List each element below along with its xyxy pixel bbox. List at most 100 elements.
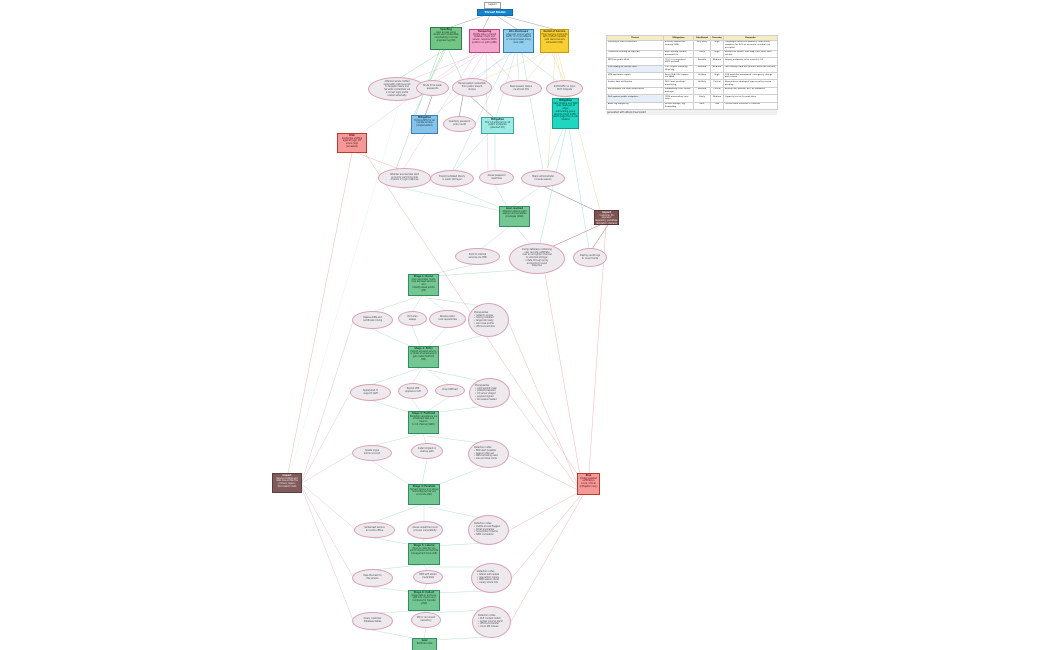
node-lateral-rdp: RDP with stolen credentials [413,570,443,584]
node-legend: Legend [484,2,501,9]
cell-threat: Audit log tampering [606,101,664,111]
cell-remarks: Campaigns observed quarterly; MFA rollou… [723,39,778,51]
node-entry-vpncve: Exploit VPN appliance CVE [398,383,428,399]
node-text: Kerberoast service accounts offline [364,526,385,532]
node-text: Gain access using stolen user credential… [433,30,459,42]
cell-likelihood: Unlikely [693,79,711,88]
node-text: RDP with stolen credentials [419,573,437,579]
node-text: Exploit VPN appliance CVE [405,387,421,393]
node-text: Drop USB bait [442,388,458,392]
node-text: Prerequisites • valid exploit chain • pr… [475,383,497,401]
node-text: Credential stuffing against login API sc… [341,136,363,148]
node-title: Mitigation [417,115,432,119]
node-text: Sniff traffic on open Wi-Fi hotspots [553,84,576,91]
node-text: Exploit exposed service or phish an empl… [410,349,437,361]
node-text: Attacker sends crafted email with malici… [383,79,411,97]
cell-remarks: Central SIEM retention 13 months [723,101,778,111]
node-text: Reuse leaked credentials from public bre… [458,82,486,91]
node-recon-portscan: Port scan sweep [398,311,427,326]
cell-mitigation: Sandboxing; EDR; offline backups [663,86,694,96]
cell-remarks: Capacity test at 3x peak done [723,94,778,103]
node-title: Threat Model [484,10,506,15]
node-entry-prereqs: Prerequisites • valid exploit chain • pr… [469,378,510,408]
risk-table: Threat Mitigation Likelihood Severity Re… [606,35,778,111]
node-title: Stage 3: Foothold [412,411,435,415]
node-text: Establish persistence via scheduled task… [409,414,438,426]
cell-likelihood: Possible [693,86,711,96]
cell-threat: Ransomware via email attachment [606,86,664,96]
node-risk-stuffing: Risk Credential stuffing against login A… [337,133,367,153]
cell-severity: Low [710,101,724,111]
node-text: Pass-the-hash to file servers [363,574,382,580]
node-text: Intercept unencrypted traffic on local n… [505,32,532,44]
table-row: Phishing of staff credentials Security a… [606,39,778,51]
node-goal-exfiltrate: Goal Exfiltrate data [412,638,437,650]
node-step-dump: Dump database containing user records; e… [509,243,565,274]
node-stage-entry: Stage 2: Entry Exploit exposed service o… [408,346,439,368]
node-text: Service outage and data loss across the … [276,476,298,488]
node-text: Detection notes • DLP content match • eg… [478,614,503,629]
node-category-spoofing: Spoofing Gain access using stolen user c… [430,27,462,50]
node-mitigation-waf: Mitigation Rate limiting and WAF rules d… [552,98,579,129]
node-mitigation-mfa: Mitigation Enforce MFA for all remote ac… [411,115,438,134]
long-green-edge [289,100,401,474]
node-attack-hijack: Hijack administrator console session [521,170,565,187]
node-text: Attacker obtains valid session and escal… [502,209,527,219]
cell-mitigation: CDN; autoscaling; rate limits [663,94,694,103]
node-text: Modify data in transit between client an… [472,32,497,44]
cell-mitigation: CSP; output encoding; HttpOnly [663,64,694,74]
node-title: Impact [602,210,611,214]
node-text: Port scan sweep [407,314,418,321]
node-text: Brute force weak passwords [423,84,442,90]
cell-severity: Medium [710,64,724,74]
node-title: Risk [585,473,592,477]
node-escalate-privesc: Abuse unpatched local priv-esc vulnerabi… [407,521,443,539]
node-attack-bruteforce: Brute force weak passwords [416,80,449,96]
node-title: Impact [282,473,292,477]
node-recon-dns: Passive DNS and certificate mining [352,311,393,329]
table-row: XSS leading to session theft CSP; output… [606,64,778,74]
brown-fan-edges [301,320,356,621]
node-text: Customer PII exposed; regulatory penalti… [595,213,618,225]
node-text: Move to data tier via admin shares and r… [409,546,439,556]
node-text: Dump database containing user records; e… [522,247,552,268]
node-text: Passive DNS and certificate mining [362,316,383,322]
cell-mitigation: Patch SLA 72h; expose via SASE [663,72,694,81]
cell-threat: Insider data exfiltration [606,79,664,88]
cell-mitigation: DLP; least privilege; monitoring [663,79,694,88]
risk-table-panel: Threat Mitigation Likelihood Severity Re… [606,35,778,116]
node-attack-reset: Abuse password reset flow [479,170,514,185]
cell-severity: Medium [710,94,724,103]
node-title: Goal reached [505,206,524,210]
node-stage-recon: Stage 1: Recon Scan perimeter hosts, map… [408,274,439,296]
node-stage-lateral: Stage 5: Lateral Move to data tier via a… [408,543,440,565]
node-attack-library: Exploit outdated library in public API l… [430,170,474,187]
table-row: Credential stuffing on login API Rate li… [606,49,778,59]
chain-edges [369,184,541,641]
node-entry-usb: Drop USB bait [435,384,465,397]
cell-threat: VPN appliance exploit [606,72,664,81]
node-impact-pii: Impact Customer PII exposed; regulatory … [594,210,619,225]
node-text: Detection notes • LSASS access flagged •… [474,522,500,537]
table-row: DoS against public endpoints CDN; autosc… [606,94,778,103]
darkred-edges [548,224,609,250]
cell-mitigation: TLS 1.3 everywhere; HSTS preload [663,57,694,66]
node-title: Spoofing [440,27,452,31]
cell-severity: High [710,72,724,81]
cell-remarks: CVE watchlist automated; emergency chang… [723,72,778,81]
cyan-edges [454,128,590,250]
cell-remarks: Legacy endpoints to be retired in Q3 [723,57,778,66]
node-lateral-detection: Detection notes • lateral auth spikes • … [471,563,512,593]
node-title: Stage 4: Escalate [412,484,436,488]
node-risk-insider: Risk Insider-assisted exfiltration score… [577,473,600,495]
node-attack-xss: Steal session tokens via stored XSS [500,80,542,97]
root-edges [447,14,554,30]
cell-threat: Credential stuffing on login API [606,49,664,59]
node-text: Exploit outdated library in public API l… [439,174,465,181]
table-row: MITM on public Wi-Fi TLS 1.3 everywhere;… [606,57,778,66]
table-row: Ransomware via email attachment Sandboxi… [606,86,778,96]
node-title: Stage 1: Recon [413,274,434,278]
node-root: Threat Model [477,9,513,16]
node-stage-escalate: Stage 4: Escalate Harvest tokens and abu… [408,484,440,505]
